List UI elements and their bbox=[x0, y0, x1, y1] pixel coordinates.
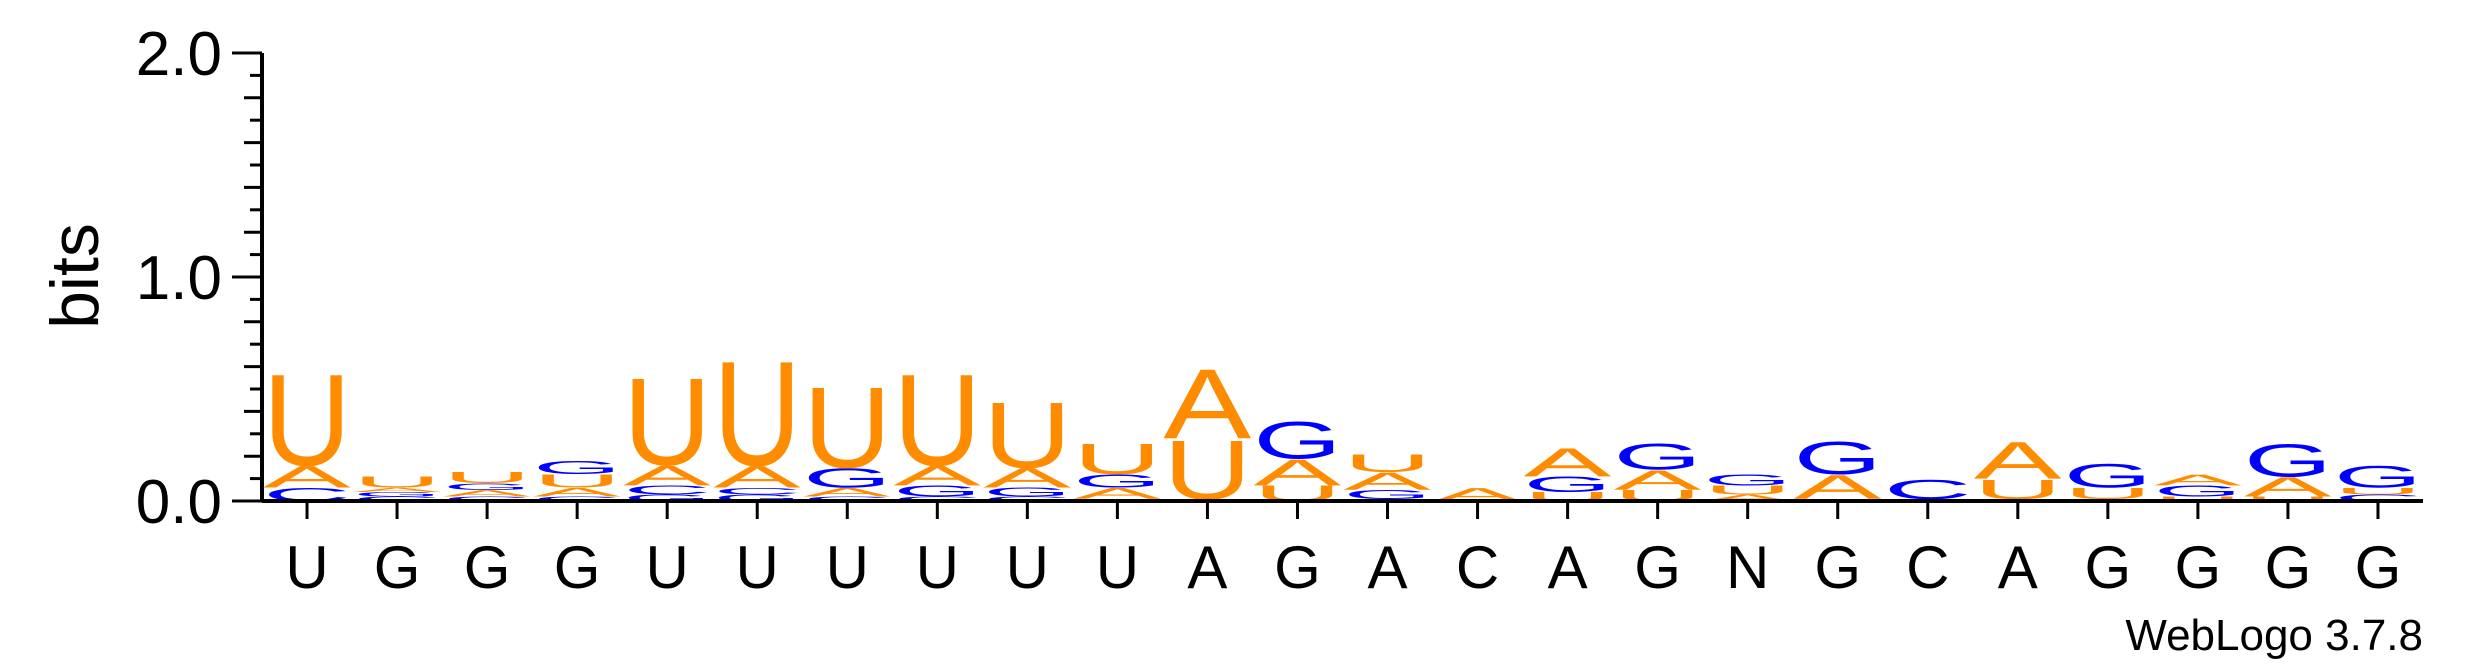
logo-letter-c: C bbox=[623, 483, 711, 497]
logo-letter-a: A bbox=[1343, 467, 1432, 495]
logo-letter-u: U bbox=[2064, 485, 2152, 502]
y-axis-label: bits bbox=[37, 223, 113, 329]
logo-letter-c: C bbox=[2334, 493, 2422, 503]
x-tick-label: G bbox=[2355, 534, 2402, 601]
logo-letter-g: G bbox=[2334, 460, 2422, 495]
x-tick-label: G bbox=[1634, 534, 1681, 601]
x-tick-label: A bbox=[1548, 534, 1588, 601]
logo-letter-g: G bbox=[1794, 432, 1882, 484]
logo-letter-u: U bbox=[2334, 486, 2422, 496]
logo-letter-g: G bbox=[1704, 471, 1792, 488]
logo-letter-g: G bbox=[443, 481, 531, 491]
logo-letter-u: U bbox=[803, 365, 891, 493]
logo-letter-u: U bbox=[893, 346, 981, 493]
logo-letter-g: G bbox=[803, 462, 891, 494]
logo-letter-a: A bbox=[623, 460, 712, 491]
logo-letter-g: G bbox=[623, 493, 711, 503]
y-tick-label: 2.0 bbox=[136, 20, 222, 89]
logo-letter-u: U bbox=[263, 346, 351, 493]
logo-letter-g: G bbox=[1073, 471, 1161, 492]
logo-letter-c: C bbox=[533, 495, 621, 502]
x-tick-label: C bbox=[1906, 534, 1949, 601]
logo-letter-u: U bbox=[1343, 449, 1431, 477]
x-tick-label: U bbox=[285, 534, 328, 601]
x-tick-label: G bbox=[554, 534, 601, 601]
x-tick-label: G bbox=[1274, 534, 1321, 601]
x-tick-label: A bbox=[1998, 534, 2038, 601]
logo-letter-g: G bbox=[1614, 436, 1702, 478]
y-tick-label: 1.0 bbox=[136, 244, 222, 313]
logo-letter-a: A bbox=[2154, 471, 2242, 488]
logo-letter-g: G bbox=[533, 457, 621, 478]
y-tick-label: 0.0 bbox=[136, 468, 222, 537]
logo-letter-g: G bbox=[983, 485, 1071, 499]
logo-letter-a: A bbox=[1253, 451, 1341, 493]
x-tick-label: U bbox=[646, 534, 689, 601]
logo-letter-a: A bbox=[983, 463, 1072, 494]
logo-letter-u: U bbox=[1704, 483, 1792, 497]
x-tick-label: U bbox=[1096, 534, 1139, 601]
logo-letter-a: A bbox=[443, 488, 532, 498]
logo-letter-c: C bbox=[353, 495, 441, 502]
x-tick-label: U bbox=[736, 534, 779, 601]
x-tick-label: U bbox=[1006, 534, 1049, 601]
logo-letter-a: A bbox=[353, 486, 441, 493]
logo-letter-g: G bbox=[893, 483, 981, 500]
logo-letter-a: A bbox=[803, 485, 892, 499]
x-tick-label: G bbox=[1814, 534, 1861, 601]
x-tick-label: U bbox=[916, 534, 959, 601]
logo-letter-a: A bbox=[1073, 485, 1161, 502]
x-tick-label: G bbox=[374, 534, 421, 601]
logo-stacks: CAUCGAUCAGUCAUGGCAUGCAUCAGUCGAUCGAUCAGUG… bbox=[263, 329, 2422, 517]
logo-letter-u: U bbox=[713, 329, 801, 496]
logo-letter-a: A bbox=[1163, 348, 1251, 460]
logo-letter-a: A bbox=[893, 460, 982, 491]
logo-letter-u: U bbox=[533, 471, 621, 492]
y-axis: 0.0 1.0 2.0 bbox=[136, 20, 264, 537]
logo-letter-c: C bbox=[893, 495, 981, 502]
logo-letter-c: C bbox=[713, 486, 801, 496]
logo-letter-g: G bbox=[2244, 434, 2332, 486]
logo-letter-a: A bbox=[1974, 431, 2062, 490]
x-tick-label: G bbox=[2085, 534, 2132, 601]
x-tick-label: C bbox=[1456, 534, 1499, 601]
x-tick-label: A bbox=[1368, 534, 1408, 601]
x-tick-label: U bbox=[826, 534, 869, 601]
logo-letter-g: G bbox=[1523, 473, 1611, 497]
logo-letter-u: U bbox=[983, 384, 1071, 488]
logo-letter-u: U bbox=[623, 353, 711, 492]
logo-letter-c: C bbox=[803, 495, 891, 502]
logo-letter-a: A bbox=[1614, 465, 1703, 496]
logo-letter-u: U bbox=[1073, 435, 1161, 483]
logo-letter-u: U bbox=[2244, 495, 2332, 502]
x-tick-label: G bbox=[2175, 534, 2222, 601]
x-tick-label: G bbox=[464, 534, 511, 601]
logo-letter-g: G bbox=[1343, 488, 1431, 502]
logo-letter-c: C bbox=[983, 495, 1071, 502]
logo-letter-g: G bbox=[2064, 457, 2152, 495]
logo-letter-a: A bbox=[263, 460, 351, 495]
x-tick-label: N bbox=[1726, 534, 1769, 601]
logo-letter-a: A bbox=[2244, 472, 2333, 503]
logo-letter-a: A bbox=[533, 485, 622, 499]
logo-letter-u: U bbox=[353, 474, 441, 491]
logo-letter-c: C bbox=[443, 495, 531, 502]
logo-letter-a: A bbox=[1704, 493, 1793, 503]
logo-letter-a: A bbox=[1523, 440, 1611, 485]
logo-letter-g: G bbox=[2154, 483, 2242, 500]
logo-letter-g: G bbox=[353, 491, 441, 498]
logo-letter-g: G bbox=[713, 493, 801, 503]
logo-letter-a: A bbox=[713, 460, 801, 495]
logo-letter-g: G bbox=[1253, 411, 1341, 470]
logo-letter-u: U bbox=[443, 469, 531, 486]
weblogo-credit: WebLogo 3.7.8 bbox=[2125, 611, 2423, 660]
x-tick-label: G bbox=[2265, 534, 2312, 601]
x-tick-label: A bbox=[1187, 534, 1227, 601]
logo-letter-u: U bbox=[2154, 495, 2242, 502]
